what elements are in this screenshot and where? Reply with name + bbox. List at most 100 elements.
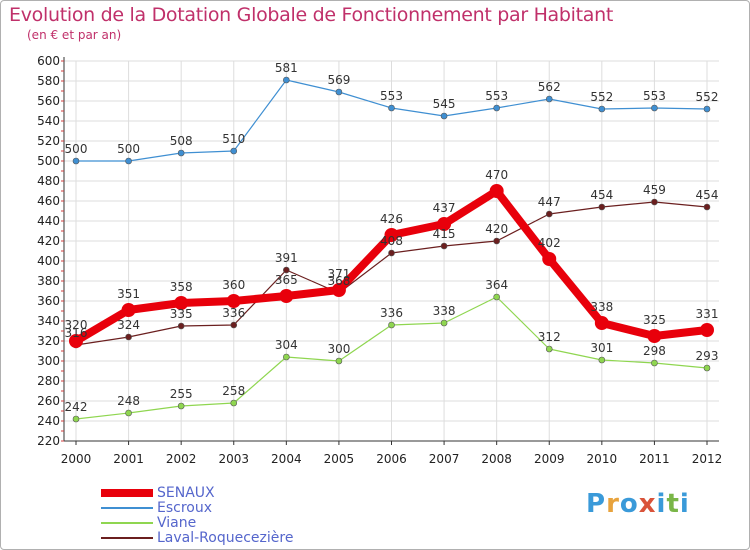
data-label-laval-roquecezi-re: 336: [222, 306, 245, 320]
data-point-senaux: [331, 283, 346, 297]
data-point-escroux: [598, 105, 606, 113]
x-tick-label: 2009: [534, 452, 565, 466]
data-label-escroux: 553: [643, 89, 666, 103]
proxiti-logo: Proxiti: [586, 489, 690, 519]
legend-swatch: [101, 521, 153, 524]
x-tick-label: 2011: [639, 452, 670, 466]
data-label-senaux: 437: [433, 201, 456, 215]
grid-lines: [64, 60, 719, 442]
x-tick-label: 2002: [166, 452, 197, 466]
x-tick-label: 2007: [429, 452, 460, 466]
data-label-viane: 255: [170, 387, 193, 401]
legend-label: Escroux: [157, 499, 213, 516]
data-label-viane: 293: [696, 349, 719, 363]
y-tick-label: 440: [37, 214, 60, 228]
data-label-laval-roquecezi-re: 335: [170, 307, 193, 321]
logo-letter: t: [666, 489, 680, 519]
logo-letter: i: [679, 489, 690, 519]
data-point-escroux: [651, 104, 658, 112]
data-point-viane: [335, 357, 343, 365]
data-label-viane: 304: [275, 338, 298, 352]
data-label-viane: 364: [485, 278, 508, 292]
logo-letter: P: [586, 489, 607, 519]
data-label-viane: 258: [222, 384, 245, 398]
data-label-viane: 312: [538, 330, 561, 344]
data-label-laval-roquecezi-re: 459: [643, 183, 666, 197]
y-tick-label: 220: [37, 434, 60, 448]
data-point-senaux: [647, 329, 662, 343]
data-label-senaux: 331: [696, 307, 719, 321]
series-lines: [69, 76, 714, 423]
data-point-escroux: [335, 88, 343, 96]
logo-letter: o: [619, 489, 639, 519]
y-tick-label: 520: [37, 134, 60, 148]
y-tick-label: 480: [37, 174, 60, 188]
data-point-escroux: [283, 76, 290, 84]
x-tick-label: 2008: [481, 452, 512, 466]
data-label-senaux: 325: [643, 313, 666, 327]
data-point-escroux: [440, 112, 448, 120]
data-label-escroux: 500: [117, 142, 140, 156]
x-tick-label: 2000: [61, 452, 92, 466]
data-label-viane: 248: [117, 394, 140, 408]
y-tick-label: 340: [37, 314, 60, 328]
data-point-escroux: [125, 157, 132, 165]
data-point-viane: [283, 353, 290, 361]
data-point-escroux: [72, 157, 80, 165]
axes: 220 240 260 280 300 320 340 360 380 400 420 440 460 4…: [37, 54, 722, 466]
data-label-laval-roquecezi-re: 391: [275, 251, 298, 265]
data-label-laval-roquecezi-re: 447: [538, 195, 561, 209]
data-point-escroux: [177, 149, 185, 157]
data-point-senaux: [700, 323, 714, 337]
y-tick-label: 360: [37, 294, 60, 308]
data-label-laval-roquecezi-re: 316: [65, 326, 88, 340]
data-label-senaux: 426: [380, 212, 403, 226]
data-point-laval-roquecezi-re: [388, 249, 395, 257]
data-label-escroux: 553: [485, 89, 508, 103]
data-label-viane: 242: [65, 400, 88, 414]
data-point-laval-roquecezi-re: [598, 203, 606, 211]
data-label-escroux: 545: [433, 97, 456, 111]
data-label-senaux: 358: [170, 280, 193, 294]
data-label-laval-roquecezi-re: 408: [380, 234, 403, 248]
legend-item-senaux: SENAUX: [101, 484, 293, 501]
data-point-viane: [177, 402, 185, 410]
data-label-viane: 298: [643, 344, 666, 358]
x-tick-label: 2004: [271, 452, 302, 466]
data-point-escroux: [703, 105, 711, 113]
data-point-escroux: [388, 104, 395, 112]
y-tick-label: 380: [37, 274, 60, 288]
data-point-senaux: [437, 217, 452, 231]
data-point-senaux: [542, 252, 557, 266]
legend-label: Viane: [157, 514, 197, 531]
data-point-viane: [125, 409, 132, 417]
x-tick-label: 2010: [587, 452, 618, 466]
data-point-laval-roquecezi-re: [493, 237, 500, 245]
y-tick-label: 320: [37, 334, 60, 348]
data-point-senaux: [384, 228, 399, 242]
data-point-laval-roquecezi-re: [125, 333, 132, 341]
data-label-laval-roquecezi-re: 454: [696, 188, 719, 202]
data-point-escroux: [230, 147, 238, 155]
legend-label: SENAUX: [157, 484, 215, 501]
data-label-escroux: 562: [538, 80, 561, 94]
data-label-senaux: 338: [590, 300, 613, 314]
y-tick-label: 580: [37, 74, 60, 88]
data-point-viane: [703, 364, 711, 372]
data-point-senaux: [226, 294, 241, 308]
data-point-senaux: [174, 296, 189, 310]
y-tick-label: 420: [37, 234, 60, 248]
data-point-senaux: [594, 316, 609, 330]
data-point-viane: [651, 359, 658, 367]
data-label-senaux: 371: [327, 267, 350, 281]
data-label-viane: 338: [433, 304, 456, 318]
data-label-senaux: 360: [222, 278, 245, 292]
x-tick-label: 2006: [376, 452, 407, 466]
data-point-senaux: [69, 334, 83, 348]
data-point-laval-roquecezi-re: [651, 198, 658, 206]
legend-swatch: [101, 506, 153, 509]
y-tick-label: 500: [37, 154, 60, 168]
data-point-viane: [440, 319, 448, 327]
data-point-laval-roquecezi-re: [545, 210, 553, 218]
